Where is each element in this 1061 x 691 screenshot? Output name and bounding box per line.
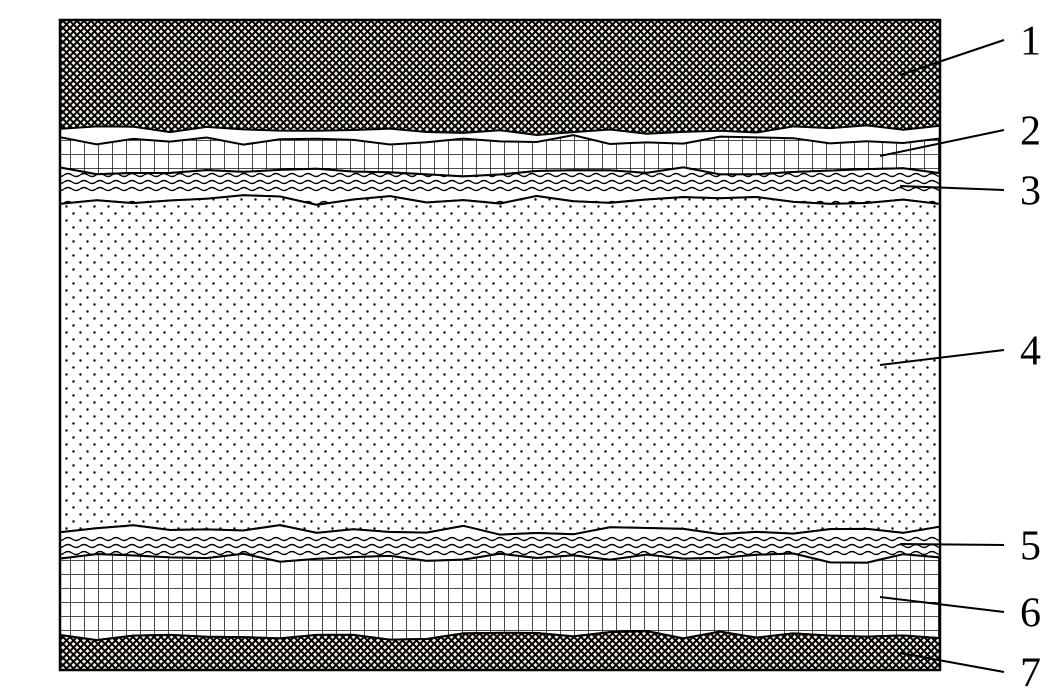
layer4 xyxy=(60,195,940,534)
label-4: 4 xyxy=(1020,329,1041,375)
label-1: 1 xyxy=(1020,19,1041,65)
label-7: 7 xyxy=(1020,651,1041,691)
layer2 xyxy=(60,135,940,176)
label-5: 5 xyxy=(1020,524,1041,570)
label-6: 6 xyxy=(1020,591,1041,637)
label-3: 3 xyxy=(1020,169,1041,215)
label-2: 2 xyxy=(1020,109,1041,155)
layer-stack xyxy=(60,20,940,670)
diagram-root: 1 2 3 4 5 6 7 xyxy=(0,0,1061,691)
layer1 xyxy=(60,20,940,135)
layer6 xyxy=(60,554,940,641)
layer7 xyxy=(60,631,940,670)
leader-5 xyxy=(900,544,1004,545)
